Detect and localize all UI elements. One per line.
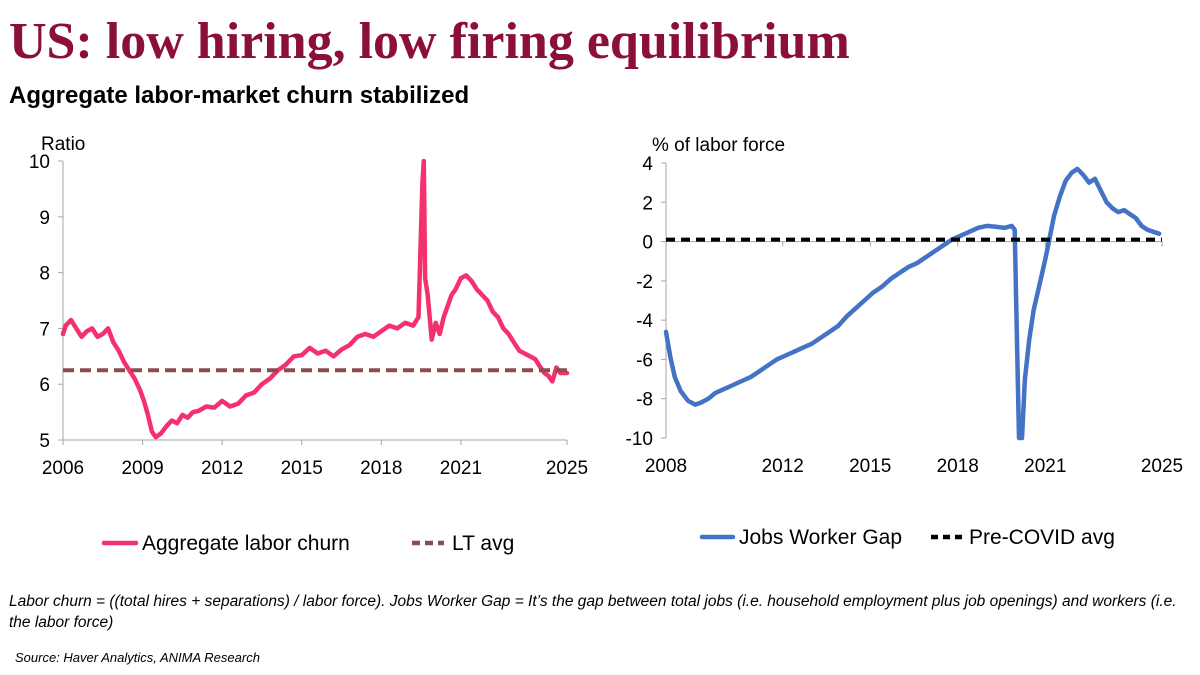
- page-title: US: low hiring, low firing equilibrium: [9, 13, 850, 70]
- chart-axes: 5 6 7 8 9 10 2006 2009 2012 2015 2018 2021 2025: [29, 152, 588, 479]
- chart-legend: Jobs Worker Gap Pre-COVID avg: [699, 526, 1115, 549]
- x-tick-label: 2021: [440, 458, 482, 479]
- y-tick-label: 10: [29, 152, 50, 173]
- legend-label-2: LT avg: [452, 532, 514, 555]
- chart-left-labor-churn: Ratio 5 6 7 8 9 10 2006 2009 2012 2015 2018 2021 202…: [29, 134, 588, 555]
- legend-label-2: Pre-COVID avg: [969, 526, 1115, 549]
- y-tick-label: 4: [642, 154, 653, 175]
- page-subtitle: Aggregate labor-market churn stabilized: [9, 82, 470, 109]
- footnote: Labor churn = ((total hires + separation…: [9, 593, 1177, 631]
- y-tick-label: 6: [39, 375, 50, 396]
- y-tick-label: 7: [39, 319, 50, 340]
- y-tick-label: 2: [642, 193, 653, 214]
- x-tick-label: 2012: [762, 456, 804, 477]
- y-axis-unit-label: % of labor force: [652, 135, 785, 156]
- y-tick-label: 0: [642, 233, 653, 254]
- y-tick-label: 9: [39, 208, 50, 229]
- y-tick-label: 5: [39, 431, 50, 452]
- chart-right-jobs-worker-gap: % of labor force -10 -8 -6 -4 -2 0 2 4 2008 2012 2…: [626, 135, 1184, 549]
- x-tick-label: 2006: [42, 458, 84, 479]
- series-line-1: [663, 166, 1162, 441]
- legend-label-1: Aggregate labor churn: [142, 532, 350, 555]
- x-tick-label: 2018: [937, 456, 979, 477]
- x-tick-label: 2021: [1024, 456, 1066, 477]
- x-tick-label: 2015: [281, 458, 323, 479]
- series-line-1: [60, 158, 570, 440]
- x-tick-label: 2012: [201, 458, 243, 479]
- legend-label-1: Jobs Worker Gap: [739, 526, 902, 549]
- y-tick-label: -6: [636, 350, 653, 371]
- chart-legend: Aggregate labor churn LT avg: [101, 532, 514, 555]
- chart-series: [663, 166, 1162, 441]
- y-tick-label: -8: [636, 390, 653, 411]
- y-axis-unit-label: Ratio: [41, 134, 85, 155]
- x-tick-label: 2018: [360, 458, 402, 479]
- y-tick-label: -10: [626, 429, 653, 450]
- x-tick-label: 2008: [645, 456, 687, 477]
- chart-series: [60, 158, 570, 440]
- x-tick-label: 2009: [121, 458, 163, 479]
- x-tick-label: 2025: [1141, 456, 1183, 477]
- x-tick-label: 2025: [546, 458, 588, 479]
- y-tick-label: -2: [636, 272, 653, 293]
- x-tick-label: 2015: [849, 456, 891, 477]
- source-note: Source: Haver Analytics, ANIMA Research: [15, 650, 260, 665]
- y-tick-label: -4: [636, 311, 653, 332]
- y-tick-label: 8: [39, 264, 50, 285]
- chart-axes: -10 -8 -6 -4 -2 0 2 4 2008 2012 2015 2018 2021 2025: [626, 154, 1184, 477]
